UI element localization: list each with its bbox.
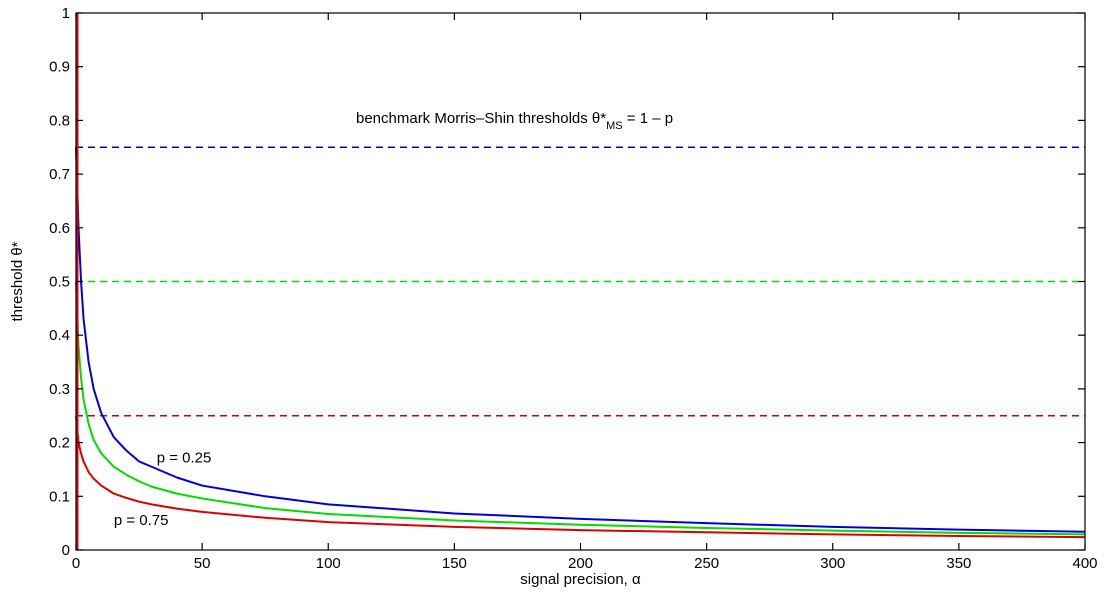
series-line-2 <box>75 415 1086 539</box>
y-tick-label: 1 <box>62 5 70 22</box>
x-axis-label: signal precision, α <box>520 571 641 588</box>
x-tick-label: 0 <box>72 555 80 572</box>
y-tick-label: 0.5 <box>49 274 70 291</box>
y-axis-label: threshold θ* <box>9 241 26 321</box>
y-tick-label: 0.8 <box>49 112 70 129</box>
y-tick-label: 0.4 <box>49 327 70 344</box>
series-line-1 <box>75 281 1086 536</box>
annotation-p025: p = 0.25 <box>157 449 212 466</box>
ticks <box>75 12 1086 551</box>
annotation-p075: p = 0.75 <box>114 512 169 529</box>
x-tick-label: 250 <box>694 555 719 572</box>
x-tick-label: 50 <box>194 555 211 572</box>
y-tick-label: 0.9 <box>49 59 70 76</box>
x-tick-label: 200 <box>568 555 593 572</box>
y-tick-label: 0.7 <box>49 166 70 183</box>
x-tick-label: 300 <box>820 555 845 572</box>
tick-labels: 0 50 100 150 200 250 300 350 400 0 0.1 0.2 0.3 0.4 0.5… <box>49 5 1097 572</box>
y-tick-label: 0.6 <box>49 220 70 237</box>
y-tick-label: 0.2 <box>49 435 70 452</box>
y-tick-label: 0.3 <box>49 381 70 398</box>
x-tick-label: 350 <box>946 555 971 572</box>
x-tick-label: 150 <box>442 555 467 572</box>
x-tick-label: 400 <box>1072 555 1097 572</box>
plot-lines <box>75 13 1086 550</box>
x-tick-label: 100 <box>316 555 341 572</box>
annotation-benchmark: benchmark Morris–Shin thresholds θ*MS = … <box>356 110 673 132</box>
annotations: benchmark Morris–Shin thresholds θ*MS = … <box>114 110 673 529</box>
series-line-0 <box>75 147 1086 533</box>
y-tick-label: 0.1 <box>49 488 70 505</box>
y-tick-label: 0 <box>62 542 70 559</box>
